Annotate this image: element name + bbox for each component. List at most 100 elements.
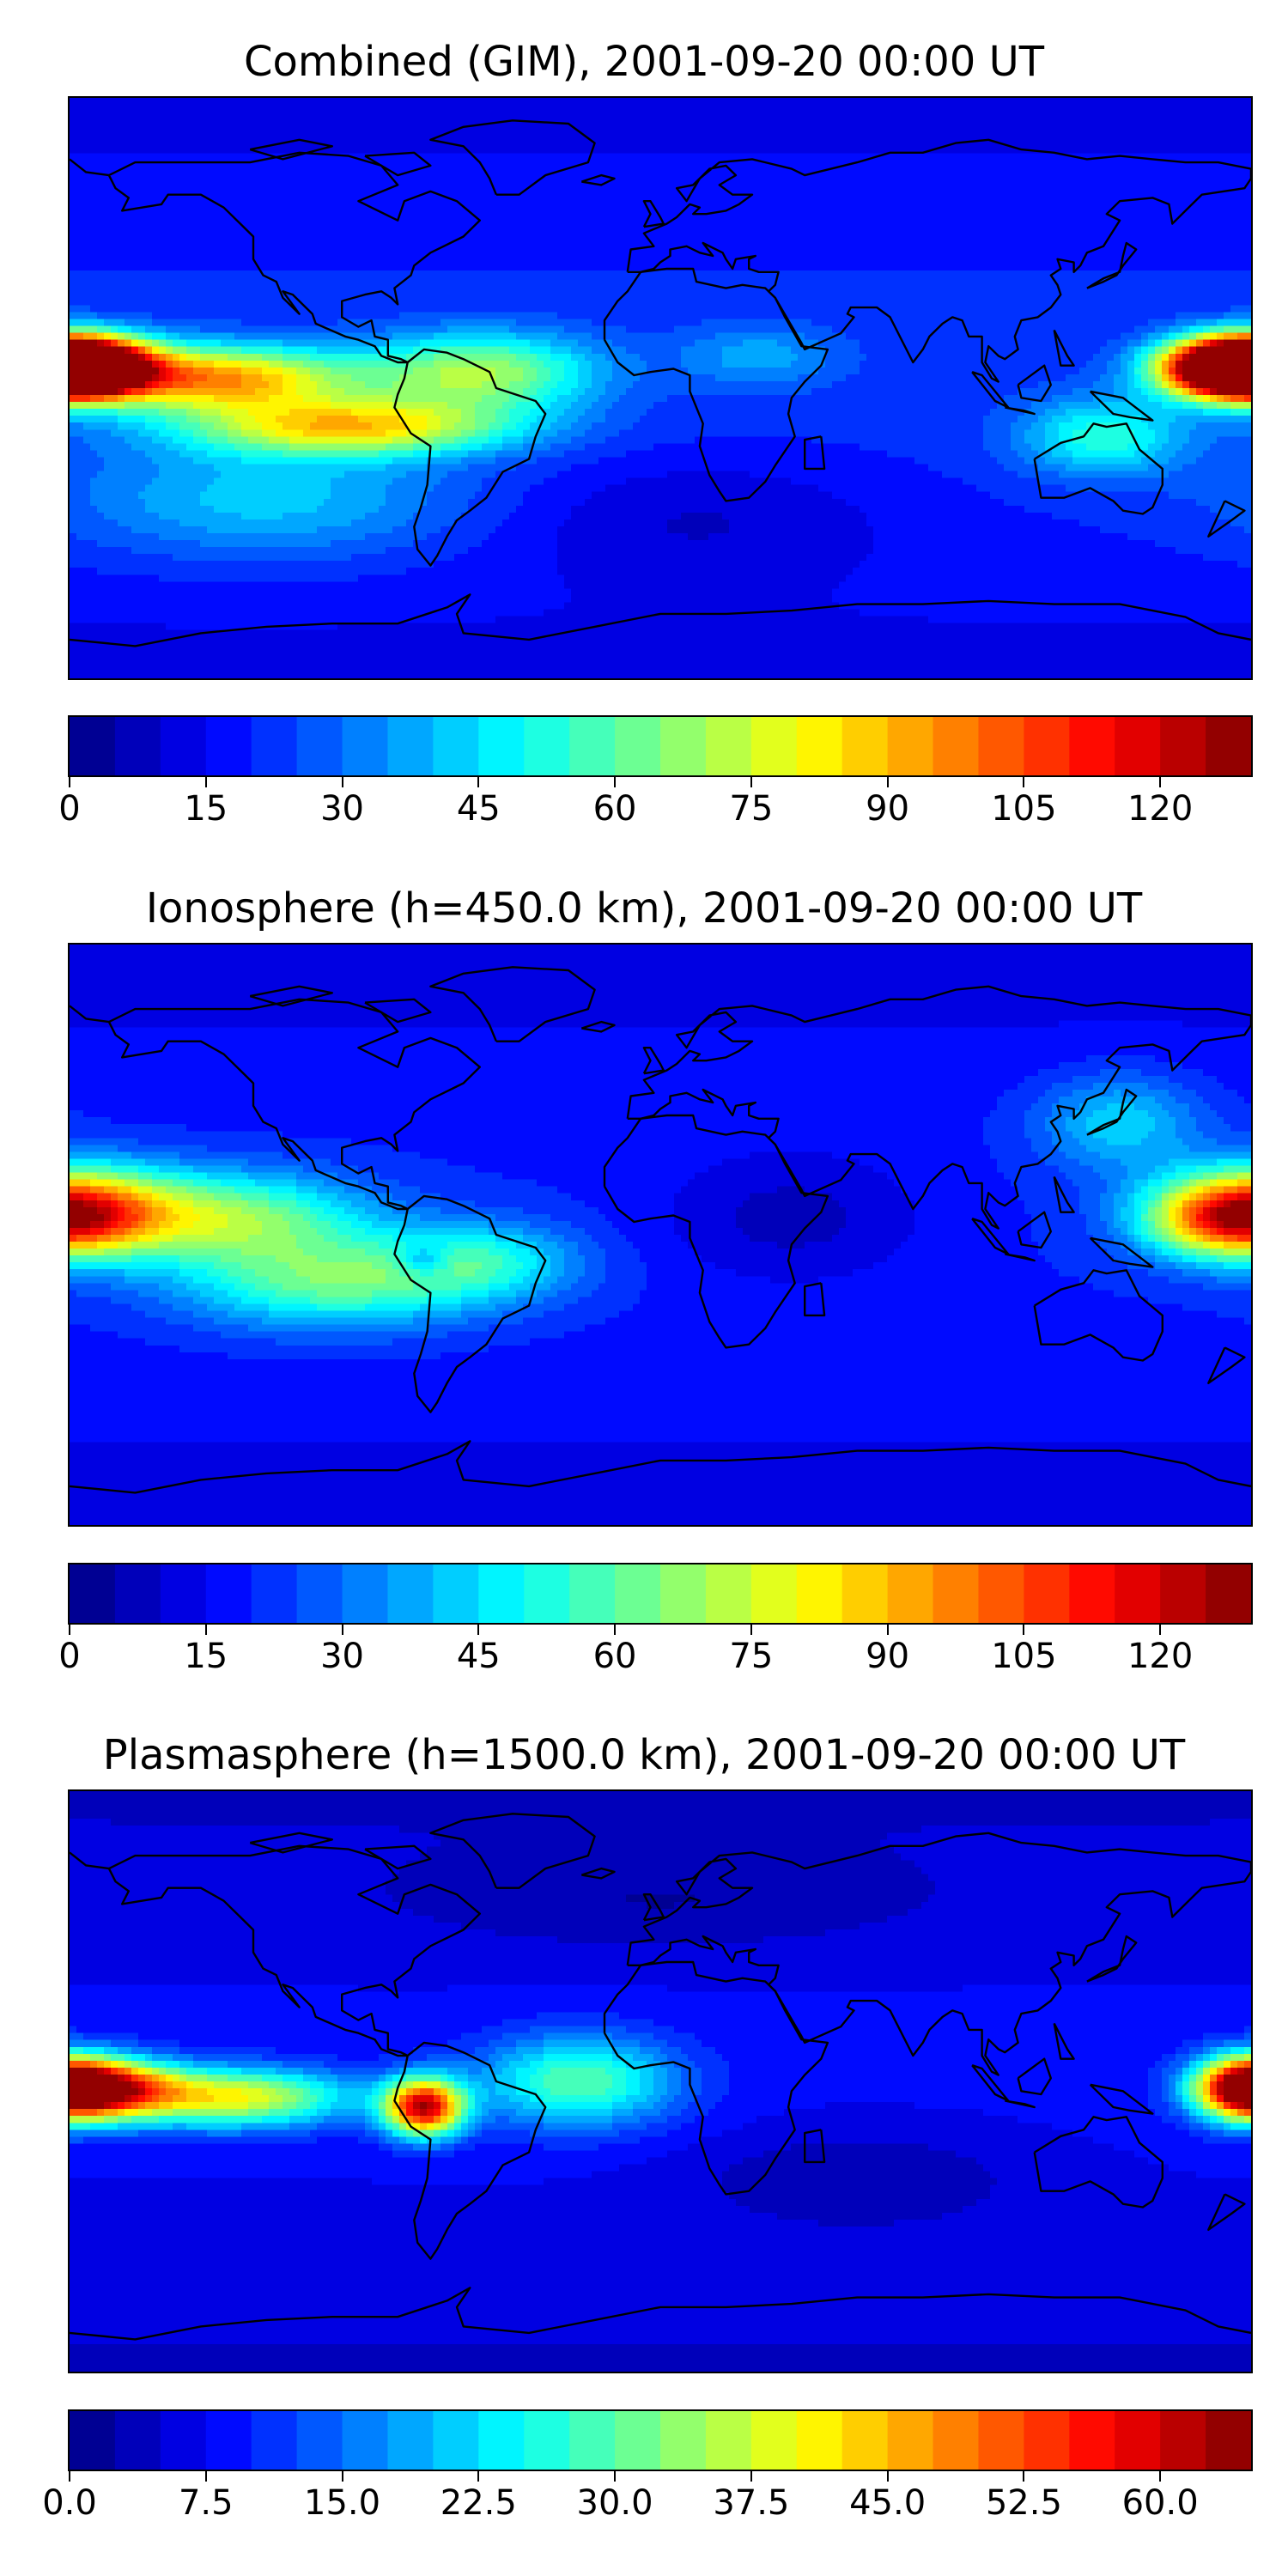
heatmap-cell [1079, 167, 1087, 175]
heatmap-cell [447, 146, 455, 154]
heatmap-cell [186, 105, 194, 112]
heatmap-cell [894, 105, 902, 112]
heatmap-cell [640, 291, 647, 299]
heatmap-cell [1093, 153, 1101, 161]
heatmap-cell [578, 153, 586, 161]
heatmap-cell [365, 222, 373, 230]
heatmap-cell [949, 208, 957, 216]
heatmap-cell [1127, 173, 1135, 182]
heatmap-cell [949, 118, 957, 126]
heatmap-cell [90, 277, 98, 285]
heatmap-cell [1059, 146, 1066, 154]
heatmap-cell [1059, 98, 1066, 106]
heatmap-cell [255, 257, 263, 264]
heatmap-cell [1230, 250, 1238, 258]
heatmap-cell [976, 98, 984, 106]
heatmap-cell [887, 139, 895, 147]
heatmap-cell [976, 194, 984, 203]
heatmap-cell [640, 153, 647, 161]
heatmap-cell [873, 125, 881, 133]
heatmap-cell [894, 228, 902, 237]
heatmap-cell [310, 270, 318, 278]
heatmap-cell [358, 105, 366, 112]
heatmap-cell [1230, 98, 1238, 106]
heatmap-cell [1024, 257, 1032, 264]
heatmap-cell [1066, 194, 1073, 203]
heatmap-cell [447, 228, 455, 237]
heatmap-cell [750, 264, 757, 271]
heatmap-cell [1127, 132, 1135, 140]
heatmap-cell [97, 250, 105, 258]
heatmap-cell [310, 187, 318, 196]
heatmap-cell [832, 180, 840, 189]
heatmap-cell [255, 208, 263, 216]
heatmap-cell [990, 291, 998, 299]
heatmap-cell [337, 284, 345, 292]
heatmap-cell [667, 146, 675, 154]
heatmap-cell [344, 112, 352, 119]
heatmap-cell [784, 146, 792, 154]
heatmap-cell [502, 228, 510, 237]
heatmap-cell [1141, 284, 1149, 292]
heatmap-cell [461, 270, 469, 278]
heatmap-cell [688, 118, 696, 126]
heatmap-cell [605, 257, 613, 264]
heatmap-cell [276, 264, 283, 271]
heatmap-cell [1230, 167, 1238, 175]
heatmap-cell [1224, 250, 1231, 258]
heatmap-cell [454, 243, 462, 251]
heatmap-cell [489, 167, 496, 175]
heatmap-cell [1024, 187, 1032, 196]
heatmap-cell [317, 222, 325, 230]
heatmap-cell [1079, 153, 1087, 161]
heatmap-cell [296, 235, 304, 244]
heatmap-cell [805, 291, 812, 299]
heatmap-cell [791, 243, 799, 251]
heatmap-cell [337, 243, 345, 251]
heatmap-cell [372, 146, 380, 154]
heatmap-cell [853, 270, 860, 278]
heatmap-cell [296, 243, 304, 251]
heatmap-cell [337, 167, 345, 175]
heatmap-cell [434, 257, 441, 264]
heatmap-cell [997, 146, 1005, 154]
heatmap-cell [406, 291, 414, 299]
heatmap-cell [1224, 167, 1231, 175]
heatmap-cell [715, 250, 723, 258]
heatmap-cell [1169, 125, 1176, 133]
heatmap-cell [193, 180, 201, 189]
heatmap-cell [702, 235, 709, 244]
heatmap-cell [179, 98, 187, 106]
heatmap-cell [674, 257, 682, 264]
heatmap-cell [956, 291, 963, 299]
heatmap-cell [413, 228, 421, 237]
heatmap-cell [502, 264, 510, 271]
heatmap-cell [241, 291, 249, 299]
heatmap-cell [420, 215, 428, 223]
heatmap-cell [942, 132, 950, 140]
heatmap-cell [750, 153, 757, 161]
heatmap-cell [894, 222, 902, 230]
heatmap-cell [702, 167, 709, 175]
heatmap-cell [118, 298, 125, 307]
heatmap-cell [647, 277, 654, 285]
heatmap-cell [592, 201, 599, 210]
heatmap-cell [997, 257, 1005, 264]
heatmap-cell [805, 250, 812, 258]
heatmap-cell [468, 153, 476, 161]
heatmap-cell [495, 291, 503, 299]
heatmap-cell [70, 215, 77, 223]
heatmap-cell [406, 284, 414, 292]
heatmap-cell [674, 112, 682, 119]
heatmap-cell [564, 112, 572, 119]
heatmap-cell [1072, 222, 1080, 230]
heatmap-cell [633, 98, 641, 106]
heatmap-cell [592, 270, 599, 278]
heatmap-cell [344, 139, 352, 147]
heatmap-cell [317, 291, 325, 299]
heatmap-cell [853, 215, 860, 223]
heatmap-cell [729, 235, 737, 244]
heatmap-cell [619, 264, 627, 271]
heatmap-cell [1114, 243, 1121, 251]
heatmap-cell [1230, 264, 1238, 271]
